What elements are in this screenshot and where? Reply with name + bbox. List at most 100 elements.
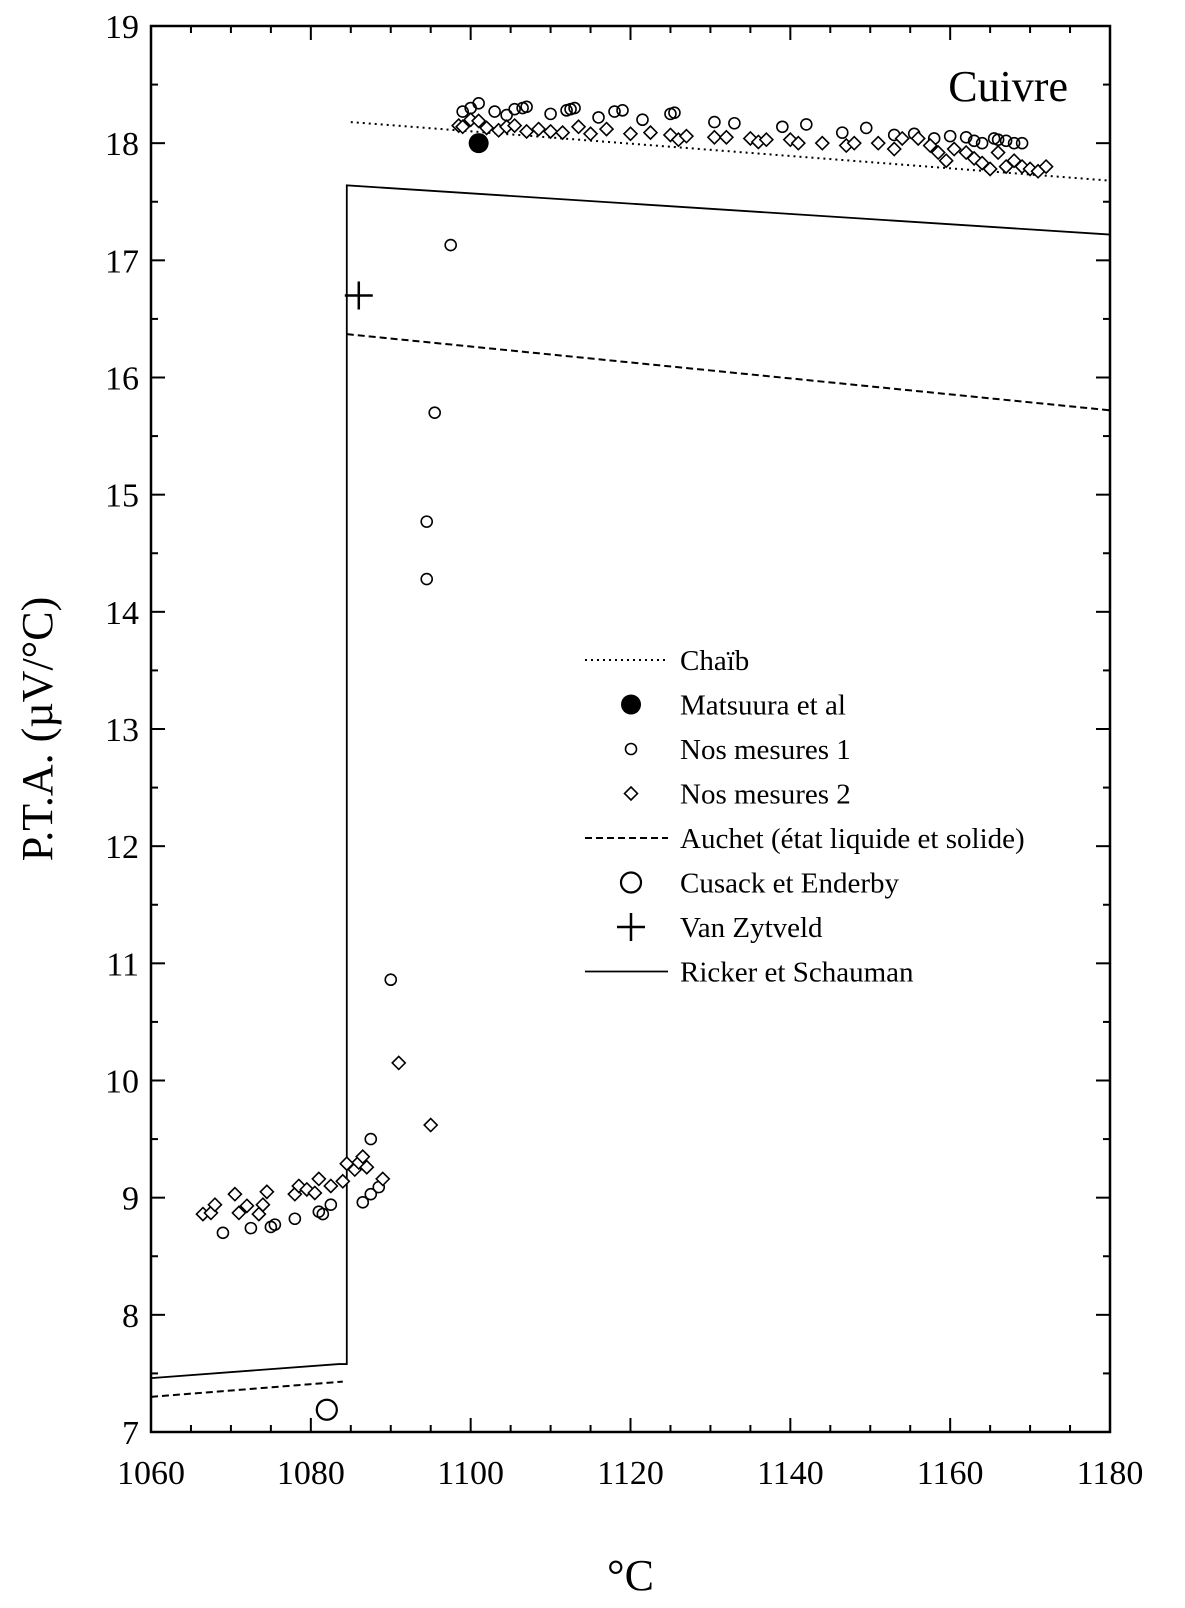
x-tick-label: 1100 xyxy=(437,1455,504,1492)
series-3-point xyxy=(922,137,938,154)
y-tick-label: 8 xyxy=(122,1298,139,1335)
legend-swatch xyxy=(623,785,639,802)
series-3-point xyxy=(359,1159,375,1175)
series-1-point xyxy=(468,133,489,154)
series-2-point xyxy=(967,134,981,148)
series-3-point xyxy=(355,1149,371,1165)
series-2-point xyxy=(943,129,957,143)
series-3-point xyxy=(231,1205,247,1221)
series-2-point xyxy=(592,111,605,124)
series-3-point xyxy=(307,1185,323,1201)
series-3-point xyxy=(207,1197,223,1213)
series-3-point xyxy=(758,132,774,148)
legend-label: Van Zytveld xyxy=(680,912,823,944)
legend-item: Matsuura et al xyxy=(621,690,846,722)
series-3-point xyxy=(930,144,946,161)
y-tick-label: 13 xyxy=(105,712,139,749)
series-2-point xyxy=(668,106,681,120)
series-3-point xyxy=(598,121,615,137)
series-2-point xyxy=(708,115,721,129)
series-2-point xyxy=(384,973,398,987)
series-3-point xyxy=(227,1186,243,1202)
y-tick-label: 18 xyxy=(105,126,139,163)
series-2-point xyxy=(356,1196,370,1209)
series-2-point xyxy=(728,116,741,130)
series-2-point xyxy=(776,120,789,134)
series-3-point xyxy=(886,141,902,157)
series-2-point xyxy=(268,1218,282,1231)
y-tick-label: 19 xyxy=(105,9,139,46)
series-3-point xyxy=(471,113,487,129)
series-4-line xyxy=(346,333,1111,412)
legend-item: Nos mesures 1 xyxy=(624,734,851,766)
series-3-point xyxy=(814,135,830,151)
y-tick-label: 14 xyxy=(105,595,139,632)
series-2-point xyxy=(636,113,649,127)
series-3-point xyxy=(255,1197,271,1213)
series-3-point xyxy=(582,126,599,142)
y-tick-label: 11 xyxy=(106,946,139,983)
series-2-point xyxy=(428,406,442,419)
legend-label: Cusack et Enderby xyxy=(680,868,900,900)
series-7-line xyxy=(150,184,1111,1380)
series-3-point xyxy=(335,1173,351,1189)
x-tick-label: 1180 xyxy=(1077,1455,1144,1492)
series-2-point xyxy=(216,1226,230,1240)
x-tick-label: 1160 xyxy=(917,1455,984,1492)
series-3-point xyxy=(1038,158,1054,175)
series-3-point xyxy=(678,128,695,144)
y-axis-label: P.T.A. (µV/°C) xyxy=(13,597,62,862)
legend-item: Chaïb xyxy=(585,645,749,677)
series-3-point xyxy=(910,130,926,147)
series-3-point xyxy=(311,1171,327,1187)
series-3-point xyxy=(479,120,495,136)
series-3-point xyxy=(622,126,639,142)
y-tick-label: 12 xyxy=(105,829,139,866)
series-2-point xyxy=(420,515,434,528)
x-axis-label: °C xyxy=(607,1551,654,1600)
series-3-point xyxy=(455,119,471,135)
series-3-point xyxy=(846,135,862,151)
series-2-point xyxy=(324,1198,338,1211)
legend-item: Auchet (état liquide et solide) xyxy=(585,823,1025,855)
y-tick-label: 10 xyxy=(105,1064,139,1101)
series-2-point xyxy=(244,1221,258,1235)
series-2-point xyxy=(616,104,629,117)
legend-swatch xyxy=(621,694,641,715)
series-3-point xyxy=(990,144,1006,161)
y-tick-label: 16 xyxy=(105,361,139,398)
series-3-point xyxy=(239,1198,255,1214)
legend-item: Ricker et Schauman xyxy=(585,957,914,989)
series-2-point xyxy=(959,131,973,144)
series-2-point xyxy=(800,118,813,131)
series-2-point xyxy=(364,1132,378,1146)
legend-label: Auchet (état liquide et solide) xyxy=(680,823,1025,855)
series-2-point xyxy=(859,121,873,135)
x-tick-label: 1140 xyxy=(757,1455,824,1492)
series-2-point xyxy=(472,97,485,110)
series-3-point xyxy=(642,124,659,141)
series-3-point xyxy=(982,161,998,177)
series-2-point xyxy=(975,136,989,150)
series-3-point xyxy=(518,123,535,140)
y-tick-label: 9 xyxy=(122,1181,139,1218)
series-4-line xyxy=(150,1380,343,1398)
series-3-point xyxy=(323,1178,339,1194)
series-2-point xyxy=(508,102,521,116)
series-3-point xyxy=(570,119,587,135)
series-2-point xyxy=(1007,136,1021,150)
series-3-point xyxy=(870,135,886,151)
legend-label: Matsuura et al xyxy=(680,690,846,722)
series-3-point xyxy=(938,153,954,169)
series-2-point xyxy=(420,572,434,586)
series-3-point xyxy=(375,1171,391,1187)
legend-swatch xyxy=(617,913,645,941)
chart-annotation: Cuivre xyxy=(948,62,1068,111)
x-tick-label: 1060 xyxy=(117,1455,185,1492)
series-3-point xyxy=(530,121,547,137)
legend-label: Nos mesures 2 xyxy=(680,779,851,811)
series-3-point xyxy=(542,123,559,140)
series-2-point xyxy=(316,1207,330,1221)
legend-item: Cusack et Enderby xyxy=(619,868,900,900)
